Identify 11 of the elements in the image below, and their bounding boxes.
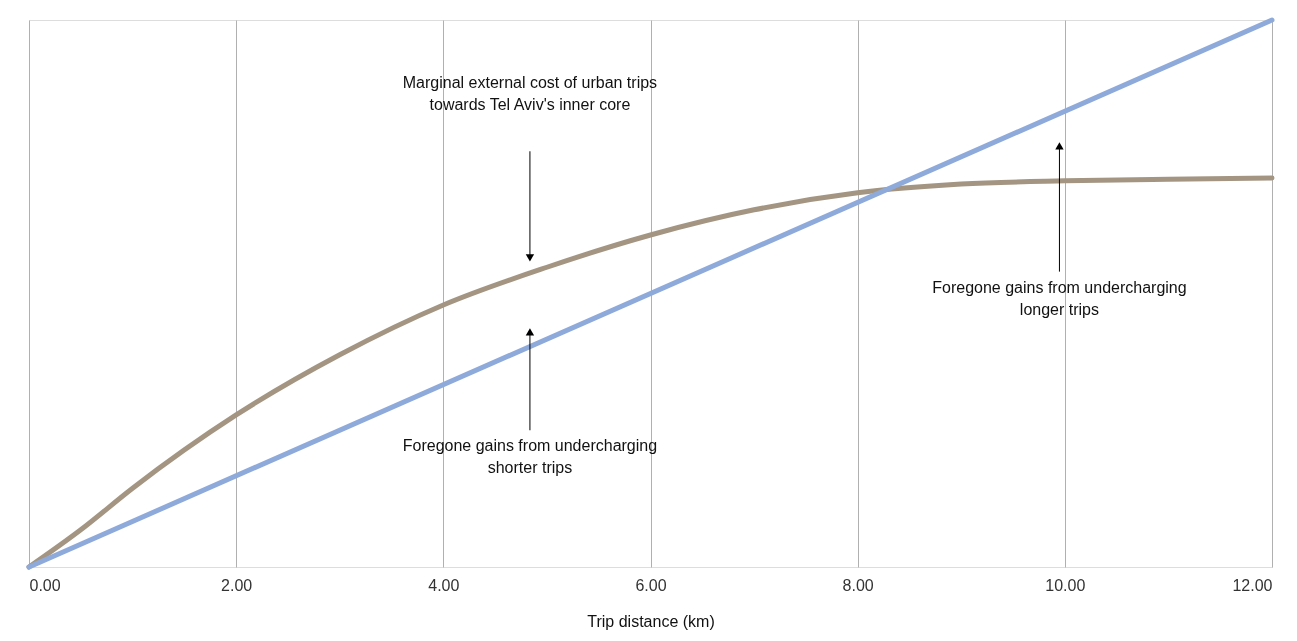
x-tick-label: 8.00 [842,576,874,594]
annotation: Marginal external cost of urban trips towards Tel Aviv's inner core [402,74,658,114]
x-tick-label: 0.00 [29,576,61,594]
x-tick-label: 10.00 [1045,576,1086,594]
annotation: Foregone gains from undercharging longer trips [932,278,1187,318]
x-tick-label: 2.00 [221,576,253,594]
x-tick-label: 12.00 [1232,576,1273,594]
x-axis-title: Trip distance (km) [587,612,715,630]
x-tick-label: 4.00 [428,576,460,594]
x-tick-label: 6.00 [635,576,667,594]
annotation: Foregone gains from undercharging shorter trips [402,437,658,477]
